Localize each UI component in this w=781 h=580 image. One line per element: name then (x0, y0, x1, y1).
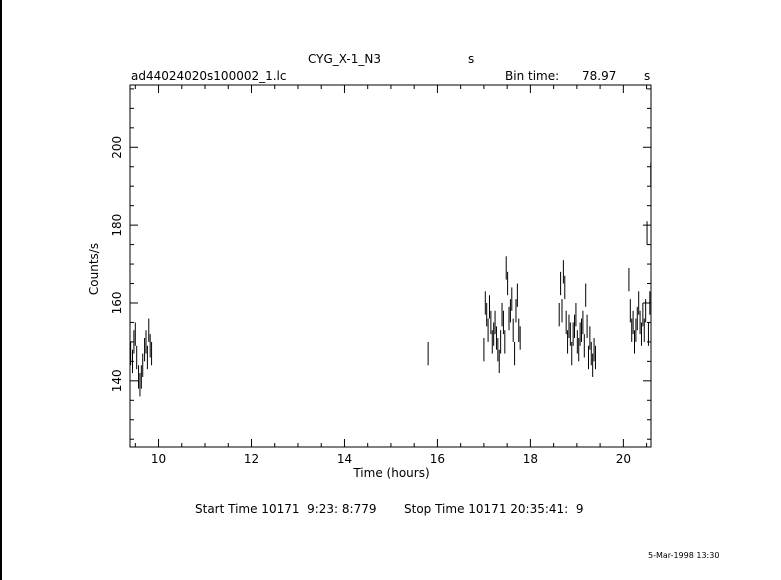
x-tick-label: 14 (337, 452, 352, 466)
x-tick-label: 12 (244, 452, 259, 466)
bin-time-label: Bin time: (505, 69, 560, 83)
y-tick-label: 140 (110, 369, 124, 392)
data-series (130, 162, 652, 397)
stop-time: Stop Time 10171 20:35:41: 9 (404, 502, 584, 516)
x-tick-label: 20 (616, 452, 631, 466)
x-tick-label: 16 (430, 452, 445, 466)
y-axis-label: Counts/s (87, 243, 101, 295)
object-unit: s (468, 52, 475, 66)
y-tick-label: 180 (110, 214, 124, 237)
plot-frame (129, 84, 652, 448)
bin-time-unit: s (644, 69, 651, 83)
x-tick-label: 10 (151, 452, 166, 466)
bin-time-value: 78.97 (582, 69, 617, 83)
y-tick-label: 200 (110, 136, 124, 159)
y-tick-label: 160 (110, 292, 124, 315)
plot-timestamp: 5-Mar-1998 13:30 (648, 551, 720, 560)
x-axis-label: Time (hours) (352, 466, 429, 480)
start-time: Start Time 10171 9:23: 8:779 (195, 502, 377, 516)
left-border (0, 0, 2, 580)
x-tick-label: 18 (523, 452, 538, 466)
object-title: CYG_X-1_N3 (308, 52, 381, 66)
file-name: ad44024020s100002_1.lc (131, 69, 287, 83)
